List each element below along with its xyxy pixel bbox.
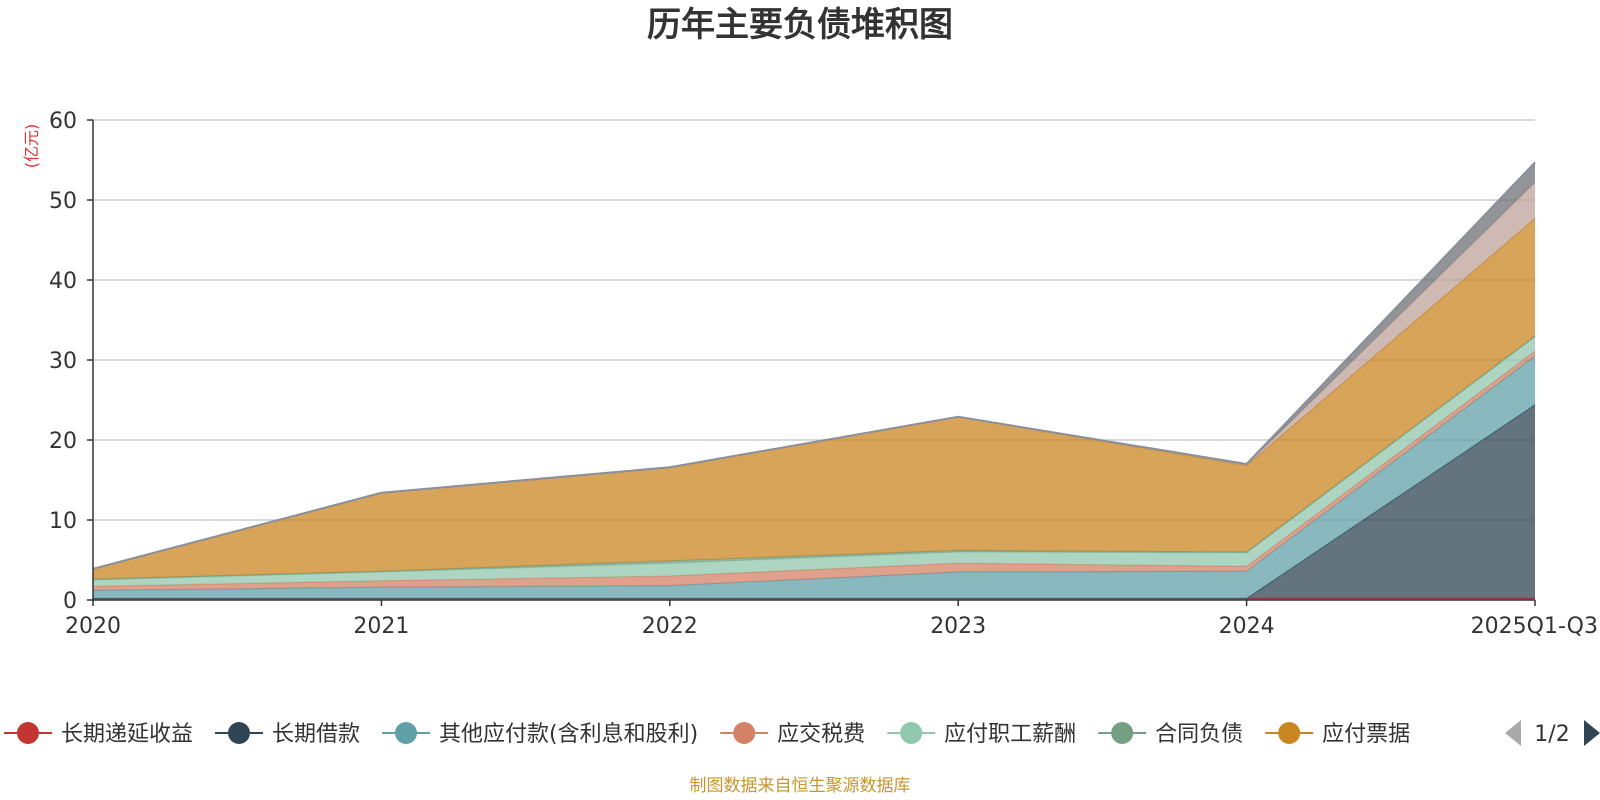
legend-item-6[interactable]: 应付票据 [1265, 722, 1410, 747]
y-axis-unit-label: (亿元) [22, 124, 41, 169]
legend-item-3[interactable]: 应交税费 [720, 722, 865, 747]
legend-marker-icon [395, 722, 418, 744]
area-series-layer [92, 161, 1536, 600]
legend-label: 应付票据 [1322, 722, 1410, 747]
x-tick-label: 2024 [1219, 614, 1275, 639]
legend-label: 长期借款 [272, 722, 360, 747]
legend-page-indicator: 1/2 [1534, 722, 1569, 747]
legend-marker-icon [900, 722, 923, 744]
y-tick-label: 40 [49, 269, 77, 294]
area-series-6[interactable] [93, 218, 1535, 580]
legend-item-2[interactable]: 其他应付款(含利息和股利) [382, 722, 698, 747]
legend-marker-icon [733, 722, 756, 744]
legend-label: 长期递延收益 [61, 722, 193, 747]
x-tick-label: 2022 [642, 614, 698, 639]
legend-marker-icon [17, 722, 39, 744]
y-tick-label: 20 [49, 429, 77, 454]
y-tick-label: 60 [49, 109, 77, 134]
y-tick-label: 0 [63, 589, 77, 614]
chart-title: 历年主要负债堆积图 [647, 5, 953, 45]
legend-item-4[interactable]: 应付职工薪酬 [887, 722, 1076, 747]
legend-label: 其他应付款(含利息和股利) [439, 722, 698, 747]
y-tick-label: 10 [49, 509, 77, 534]
y-tick-label: 30 [49, 349, 77, 374]
axes: 0 10 20 30 40 50 60 2020 2021 2022 2023 2024 2025Q1-… [49, 109, 1598, 639]
area-series-1[interactable] [93, 404, 1535, 599]
x-tick-label: 2021 [353, 614, 409, 639]
legend-marker-icon [1111, 722, 1134, 744]
legend-marker-icon [1278, 722, 1301, 744]
legend-marker-icon [228, 722, 251, 744]
legend-item-1[interactable]: 长期借款 [215, 722, 360, 747]
legend-label: 应交税费 [777, 722, 865, 747]
x-tick-label: 2023 [930, 614, 986, 639]
legend: 长期递延收益 长期借款 其他应付款(含利息和股利) 应交税费 应付职工薪酬 合同负债 应付票… [4, 722, 1410, 747]
x-tick-label: 2025Q1-Q3 [1471, 614, 1598, 639]
legend-label: 应付职工薪酬 [944, 722, 1076, 747]
legend-next-icon[interactable] [1584, 720, 1600, 746]
legend-pager: 1/2 [1505, 720, 1600, 747]
legend-item-0[interactable]: 长期递延收益 [4, 722, 193, 747]
x-tick-label: 2020 [65, 614, 121, 639]
legend-item-5[interactable]: 合同负债 [1098, 722, 1243, 747]
legend-label: 合同负债 [1155, 722, 1243, 747]
total-outline [92, 161, 1536, 570]
y-tick-label: 50 [49, 189, 77, 214]
data-source-note: 制图数据来自恒生聚源数据库 [690, 776, 911, 796]
legend-prev-icon[interactable] [1505, 720, 1521, 746]
